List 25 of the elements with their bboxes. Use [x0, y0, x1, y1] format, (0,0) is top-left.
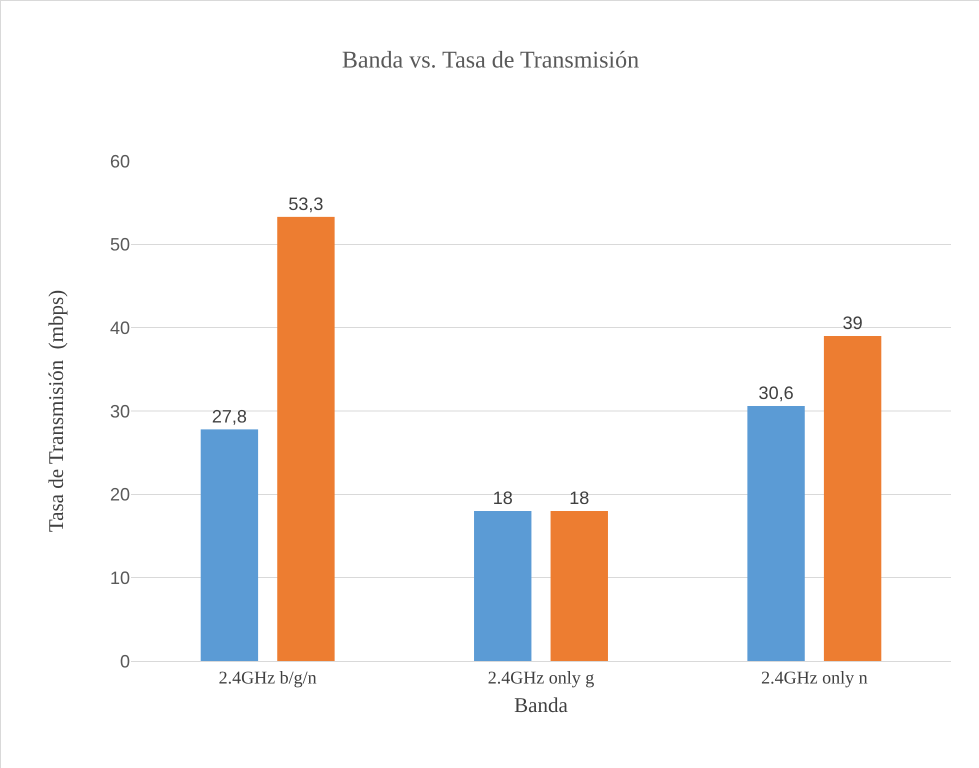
chart-title: Banda vs. Tasa de Transmisión — [342, 48, 640, 74]
data-label: 27,8 — [212, 406, 247, 426]
x-tick-label: 2.4GHz only g — [488, 668, 594, 688]
bar — [200, 429, 258, 661]
bar — [277, 216, 335, 661]
data-label: 53,3 — [288, 194, 324, 214]
y-tick-label: 50 — [110, 234, 130, 255]
bar — [550, 511, 608, 661]
bar — [747, 406, 805, 661]
y-tick-label: 40 — [110, 318, 130, 338]
y-tick-label: 60 — [110, 151, 130, 172]
data-label: 30,6 — [758, 383, 794, 403]
data-label: 18 — [492, 488, 513, 508]
x-tick-label: 2.4GHz only n — [761, 668, 868, 688]
x-tick-label: 2.4GHz b/g/n — [218, 668, 317, 688]
y-tick-label: 0 — [120, 651, 130, 672]
x-axis-title: Banda — [514, 692, 568, 717]
y-tick-label: 20 — [110, 484, 130, 505]
y-tick-label: 30 — [110, 401, 130, 422]
bar — [474, 511, 532, 661]
y-tick-label: 10 — [110, 568, 130, 588]
data-label: 39 — [842, 313, 863, 333]
y-axis-title: Tasa de Transmisión (mbps) — [44, 290, 68, 532]
bar — [824, 336, 882, 661]
data-label: 18 — [569, 488, 590, 508]
